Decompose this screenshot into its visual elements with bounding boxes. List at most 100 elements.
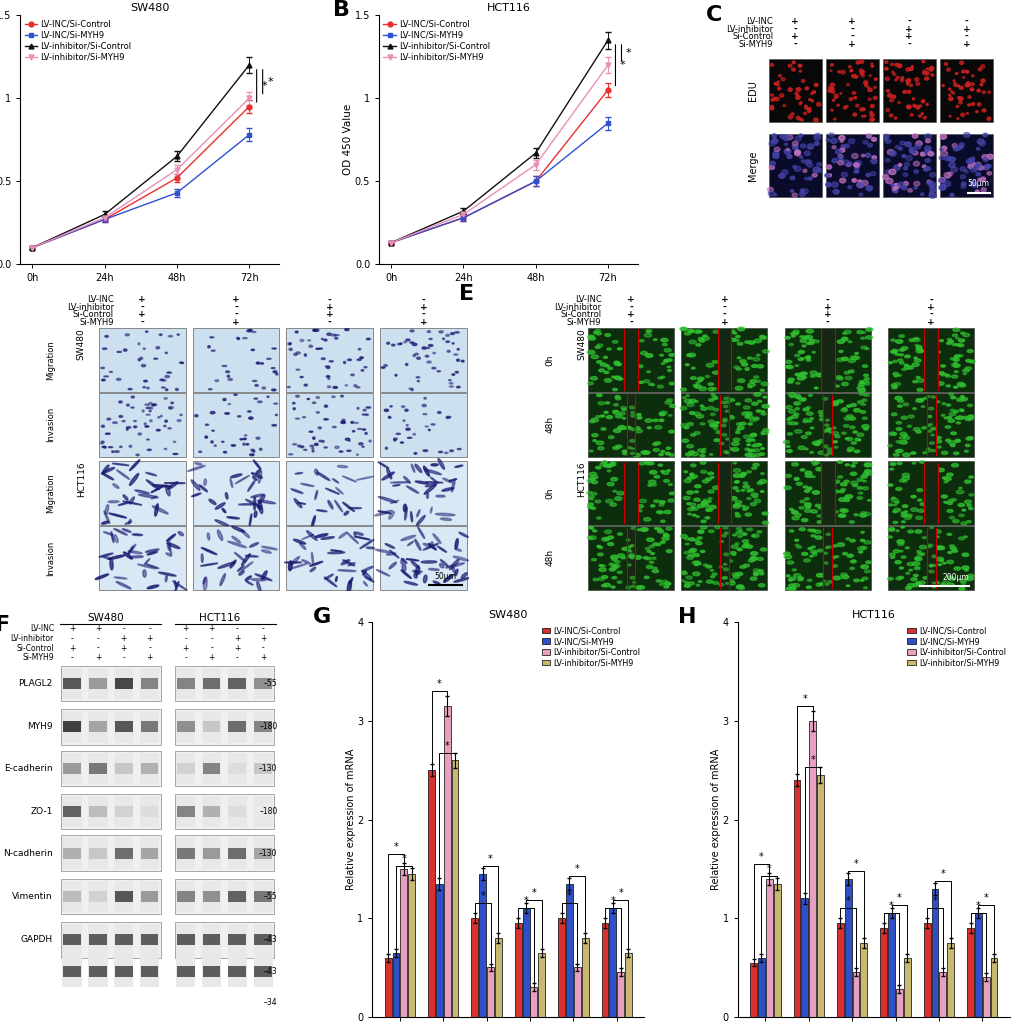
Ellipse shape xyxy=(812,463,816,465)
Ellipse shape xyxy=(400,559,403,564)
Ellipse shape xyxy=(630,415,635,417)
Ellipse shape xyxy=(860,70,864,74)
Ellipse shape xyxy=(114,535,118,542)
Ellipse shape xyxy=(223,452,226,453)
Ellipse shape xyxy=(422,347,426,349)
Ellipse shape xyxy=(847,359,855,363)
Ellipse shape xyxy=(793,402,800,405)
Text: C: C xyxy=(705,5,721,26)
Ellipse shape xyxy=(658,453,662,456)
Ellipse shape xyxy=(914,530,921,533)
FancyBboxPatch shape xyxy=(176,891,195,902)
Ellipse shape xyxy=(823,562,827,564)
Ellipse shape xyxy=(643,380,649,383)
Ellipse shape xyxy=(842,408,846,410)
Ellipse shape xyxy=(837,461,842,463)
Ellipse shape xyxy=(630,412,634,414)
Ellipse shape xyxy=(356,477,374,480)
Ellipse shape xyxy=(851,465,854,467)
Text: F: F xyxy=(0,614,10,635)
Ellipse shape xyxy=(450,333,454,335)
Ellipse shape xyxy=(720,424,726,427)
Ellipse shape xyxy=(390,500,398,503)
Ellipse shape xyxy=(443,575,452,582)
Ellipse shape xyxy=(922,576,927,579)
Ellipse shape xyxy=(225,371,229,373)
Ellipse shape xyxy=(705,509,710,511)
Ellipse shape xyxy=(909,147,912,150)
Ellipse shape xyxy=(161,387,165,388)
Ellipse shape xyxy=(701,501,706,503)
Ellipse shape xyxy=(424,484,436,494)
Text: *: * xyxy=(620,61,625,70)
Text: +: + xyxy=(962,25,969,34)
FancyBboxPatch shape xyxy=(254,678,272,689)
Ellipse shape xyxy=(288,348,292,350)
Ellipse shape xyxy=(326,376,329,377)
Ellipse shape xyxy=(128,550,142,554)
FancyBboxPatch shape xyxy=(938,134,991,197)
Ellipse shape xyxy=(896,441,900,443)
Ellipse shape xyxy=(694,562,700,565)
Text: 0h: 0h xyxy=(545,487,553,498)
Ellipse shape xyxy=(884,68,888,70)
Ellipse shape xyxy=(827,174,830,177)
Ellipse shape xyxy=(865,561,870,564)
Ellipse shape xyxy=(966,416,972,418)
Ellipse shape xyxy=(971,183,975,186)
FancyBboxPatch shape xyxy=(624,329,637,390)
Ellipse shape xyxy=(759,336,765,339)
Ellipse shape xyxy=(451,374,454,375)
Ellipse shape xyxy=(869,113,873,117)
Ellipse shape xyxy=(776,87,780,90)
Ellipse shape xyxy=(959,86,962,89)
Ellipse shape xyxy=(865,472,871,476)
Ellipse shape xyxy=(178,532,183,536)
Ellipse shape xyxy=(334,446,338,449)
Ellipse shape xyxy=(138,564,157,569)
Ellipse shape xyxy=(640,528,647,531)
Ellipse shape xyxy=(428,344,432,346)
Text: *: * xyxy=(575,864,579,874)
Ellipse shape xyxy=(611,558,616,561)
Ellipse shape xyxy=(893,184,899,189)
Ellipse shape xyxy=(865,174,869,177)
FancyBboxPatch shape xyxy=(203,965,220,977)
Ellipse shape xyxy=(804,498,808,500)
Ellipse shape xyxy=(960,332,964,334)
Ellipse shape xyxy=(165,352,167,353)
Ellipse shape xyxy=(201,554,203,563)
Ellipse shape xyxy=(122,420,125,422)
Ellipse shape xyxy=(899,480,904,482)
Ellipse shape xyxy=(343,511,348,516)
Ellipse shape xyxy=(942,581,949,584)
Ellipse shape xyxy=(839,179,845,183)
Ellipse shape xyxy=(838,350,842,352)
Ellipse shape xyxy=(742,544,748,547)
Ellipse shape xyxy=(964,83,968,87)
Ellipse shape xyxy=(959,166,965,172)
Ellipse shape xyxy=(729,398,734,402)
Ellipse shape xyxy=(913,574,917,576)
Ellipse shape xyxy=(950,547,956,549)
Ellipse shape xyxy=(649,545,654,547)
Ellipse shape xyxy=(798,65,801,67)
Text: +: + xyxy=(208,623,215,633)
Ellipse shape xyxy=(925,449,931,452)
Ellipse shape xyxy=(104,510,110,524)
Ellipse shape xyxy=(711,573,716,575)
Ellipse shape xyxy=(927,430,931,432)
Ellipse shape xyxy=(287,386,290,387)
Ellipse shape xyxy=(913,338,917,340)
Ellipse shape xyxy=(868,75,870,76)
Ellipse shape xyxy=(908,569,912,571)
Ellipse shape xyxy=(667,370,671,372)
FancyBboxPatch shape xyxy=(141,806,158,817)
Ellipse shape xyxy=(931,565,935,567)
Bar xyxy=(903,957,910,1017)
Ellipse shape xyxy=(693,412,700,416)
Ellipse shape xyxy=(437,546,446,553)
Ellipse shape xyxy=(700,501,707,505)
Ellipse shape xyxy=(921,427,925,429)
Ellipse shape xyxy=(686,354,691,356)
